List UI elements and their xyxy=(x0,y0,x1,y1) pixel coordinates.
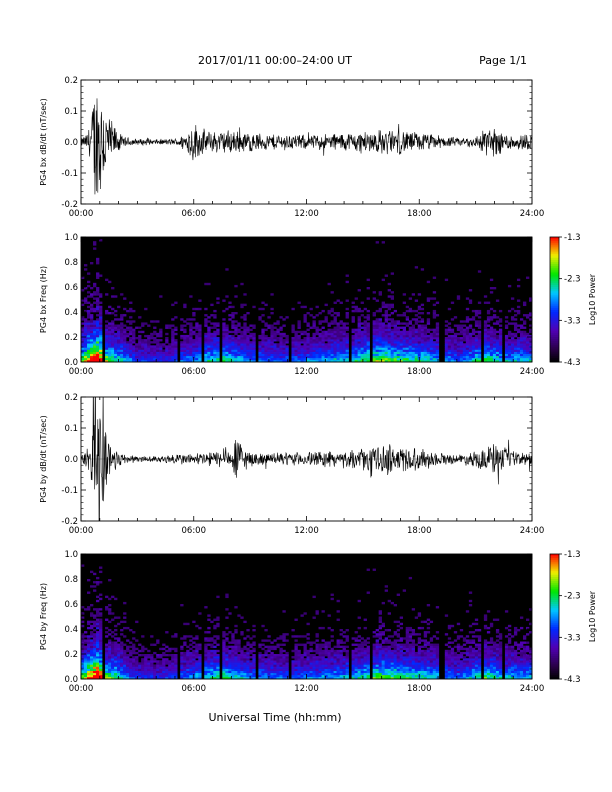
x-tick-label: 24:00 xyxy=(520,367,545,377)
y-tick-label: 0.6 xyxy=(64,283,78,293)
x-tick-label: 00:00 xyxy=(69,209,94,219)
y-tick-label: 0.0 xyxy=(64,138,78,148)
x-tick-label: 12:00 xyxy=(294,367,319,377)
colorbar-tick-label: -4.3 xyxy=(564,358,581,368)
y-tick-label: 0.0 xyxy=(64,455,78,465)
bx-dbdt-panel: 00:00 06:00 12:00 18:00 24:00 -0.2 -0.1 0.0 0.1 0… xyxy=(39,76,544,219)
y-axis-label: PG4 bx Freq (Hz) xyxy=(39,266,48,333)
y-tick-label: -0.1 xyxy=(61,169,78,179)
x-tick-label: 00:00 xyxy=(69,367,94,377)
y-tick-label: 0.0 xyxy=(64,358,78,368)
colorbar-tick-label: -2.3 xyxy=(564,592,581,602)
colorbar-tick-label: -1.3 xyxy=(564,550,581,560)
colorbar: -1.3 -2.3 -3.3 -4.3 Log10 Power xyxy=(549,233,597,368)
colorbar-label: Log10 Power xyxy=(588,590,597,642)
x-tick-label: 00:00 xyxy=(69,526,94,536)
y-tick-label: 1.0 xyxy=(64,550,78,560)
colorbar-tick-label: -1.3 xyxy=(564,233,581,243)
x-tick-label: 06:00 xyxy=(182,209,207,219)
y-tick-label: 0.2 xyxy=(64,393,78,403)
colorbar-tick-label: -2.3 xyxy=(564,275,581,285)
spectrogram-image xyxy=(81,564,533,680)
y-tick-label: 0.6 xyxy=(64,600,78,610)
x-tick-label: 18:00 xyxy=(407,526,432,536)
y-axis-label: PG4 by dB/dt (nT/sec) xyxy=(39,415,48,502)
colorbar-tick-label: -4.3 xyxy=(564,675,581,685)
x-tick-label: 00:00 xyxy=(69,684,94,694)
y-tick-label: -0.1 xyxy=(61,486,78,496)
x-tick-label: 18:00 xyxy=(407,209,432,219)
colorbar-frame xyxy=(549,236,560,363)
colorbar-tick-label: -3.3 xyxy=(564,633,581,643)
date-range-title: 2017/01/11 00:00–24:00 UT xyxy=(198,54,352,67)
y-axis-label: PG4 by Freq (Hz) xyxy=(39,583,48,650)
x-tick-label: 06:00 xyxy=(182,526,207,536)
y-tick-label: 0.2 xyxy=(64,650,78,660)
y-tick-label: 0.4 xyxy=(64,625,78,635)
bx-spectrogram-panel: -1.3 -2.3 -3.3 -4.3 Log10 Power 00:00 06:00 12:… xyxy=(39,233,597,377)
x-axis-title: Universal Time (hh:mm) xyxy=(209,711,342,724)
x-tick-label: 12:00 xyxy=(294,526,319,536)
x-tick-label: 12:00 xyxy=(294,684,319,694)
x-tick-label: 24:00 xyxy=(520,209,545,219)
dbdt-trace xyxy=(81,397,532,521)
x-tick-label: 24:00 xyxy=(520,526,545,536)
y-tick-label: 0.0 xyxy=(64,675,78,685)
x-tick-label: 18:00 xyxy=(407,684,432,694)
spectrogram-image xyxy=(81,239,533,363)
x-tick-label: 12:00 xyxy=(294,209,319,219)
dbdt-trace xyxy=(81,98,532,195)
y-tick-label: 0.4 xyxy=(64,308,78,318)
y-tick-label: 0.8 xyxy=(64,575,78,585)
colorbar-label: Log10 Power xyxy=(588,273,597,325)
y-tick-label: 0.1 xyxy=(64,424,78,434)
y-tick-label: 1.0 xyxy=(64,233,78,243)
y-tick-label: 0.1 xyxy=(64,107,78,117)
y-tick-label: -0.2 xyxy=(61,517,78,527)
x-tick-label: 06:00 xyxy=(182,367,207,377)
x-tick-label: 06:00 xyxy=(182,684,207,694)
by-spectrogram-panel: -1.3 -2.3 -3.3 -4.3 Log10 Power 00:00 06:00 12:… xyxy=(39,550,597,694)
y-tick-label: -0.2 xyxy=(61,200,78,210)
colorbar-frame xyxy=(549,553,560,680)
x-tick-label: 18:00 xyxy=(407,367,432,377)
by-dbdt-panel: 00:00 06:00 12:00 18:00 24:00 -0.2 -0.1 0.0 0.1 0… xyxy=(39,393,545,536)
colorbar-tick-label: -3.3 xyxy=(564,316,581,326)
y-tick-label: 0.2 xyxy=(64,76,78,86)
x-tick-label: 24:00 xyxy=(520,684,545,694)
page-label: Page 1/1 xyxy=(479,54,527,67)
y-tick-label: 0.2 xyxy=(64,333,78,343)
y-tick-label: 0.8 xyxy=(64,258,78,268)
y-axis-label: PG4 bx dB/dt (nT/sec) xyxy=(39,98,48,185)
colorbar: -1.3 -2.3 -3.3 -4.3 Log10 Power xyxy=(549,550,597,685)
